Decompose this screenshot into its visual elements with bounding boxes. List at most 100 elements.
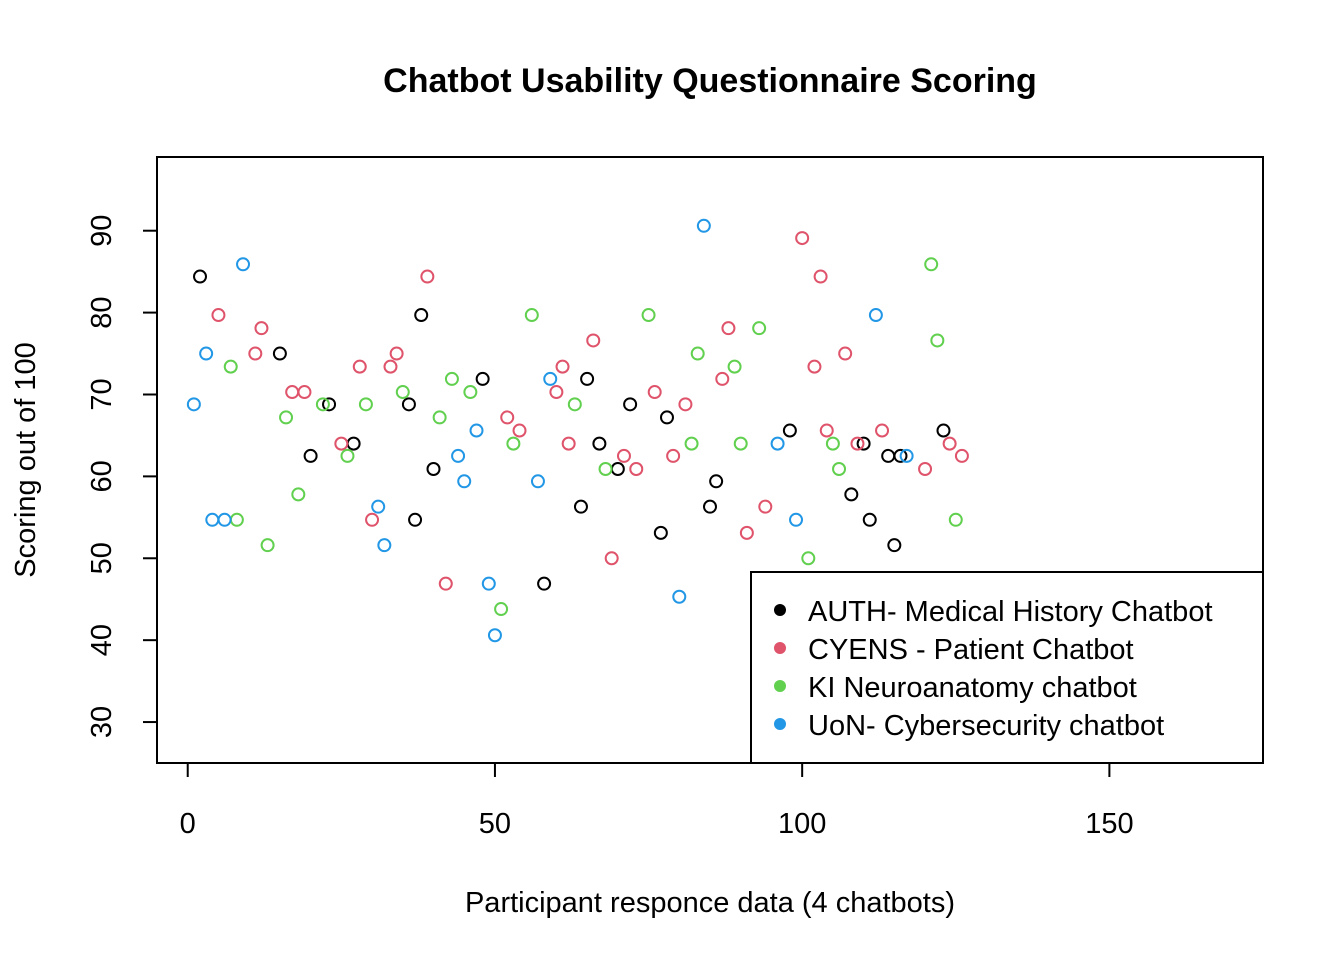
data-point — [881, 448, 896, 463]
data-point — [438, 576, 453, 591]
data-point — [358, 397, 373, 412]
y-tick-label: 40 — [86, 624, 118, 656]
data-point — [672, 589, 687, 604]
data-point — [444, 371, 459, 386]
x-axis: 0 50 100 150 — [180, 762, 1134, 840]
data-point — [684, 436, 699, 451]
data-point — [586, 333, 601, 348]
x-tick-label: 50 — [479, 808, 511, 840]
data-point — [948, 512, 963, 527]
x-axis-title: Participant responce data (4 chatbots) — [465, 887, 955, 919]
data-point — [666, 448, 681, 463]
data-point — [211, 308, 226, 323]
chart-title: Chatbot Usability Questionnaire Scoring — [383, 62, 1037, 100]
data-point — [199, 346, 214, 361]
data-point — [297, 385, 312, 400]
data-point — [223, 359, 238, 374]
data-point — [930, 333, 945, 348]
data-point — [678, 397, 693, 412]
data-point — [217, 512, 232, 527]
y-axis-title: Scoring out of 100 — [10, 342, 42, 577]
data-point — [561, 436, 576, 451]
legend-label: CYENS - Patient Chatbot — [808, 634, 1134, 666]
data-point — [377, 538, 392, 553]
data-point — [616, 448, 631, 463]
data-point — [401, 397, 416, 412]
data-point — [653, 525, 668, 540]
data-point — [844, 487, 859, 502]
data-point — [530, 474, 545, 489]
data-point — [733, 436, 748, 451]
data-point — [918, 462, 933, 477]
data-point — [739, 525, 754, 540]
data-point — [899, 448, 914, 463]
data-point — [770, 436, 785, 451]
data-point — [512, 423, 527, 438]
data-point — [272, 346, 287, 361]
legend-label: UoN- Cybersecurity chatbot — [808, 710, 1164, 742]
x-tick-label: 0 — [180, 808, 196, 840]
y-tick-label: 90 — [86, 215, 118, 247]
data-point — [426, 462, 441, 477]
data-point — [205, 512, 220, 527]
data-point — [807, 359, 822, 374]
data-point — [942, 436, 957, 451]
data-point — [893, 448, 908, 463]
data-point — [856, 436, 871, 451]
points-layer — [186, 218, 969, 643]
data-point — [389, 346, 404, 361]
data-point — [592, 436, 607, 451]
data-point — [469, 423, 484, 438]
data-point — [414, 308, 429, 323]
data-point — [709, 474, 724, 489]
data-point — [420, 269, 435, 284]
data-point — [819, 423, 834, 438]
data-point — [875, 423, 890, 438]
data-point — [279, 410, 294, 425]
data-point — [868, 308, 883, 323]
data-point — [813, 269, 828, 284]
data-point — [832, 462, 847, 477]
data-point — [322, 397, 337, 412]
legend-label: AUTH- Medical History Chatbot — [808, 596, 1213, 628]
data-point — [248, 346, 263, 361]
data-point — [236, 257, 251, 272]
data-point — [838, 346, 853, 361]
y-tick-label: 80 — [86, 296, 118, 328]
series-1 — [193, 269, 951, 591]
data-point — [549, 385, 564, 400]
data-point — [924, 257, 939, 272]
data-point — [758, 499, 773, 514]
data-point — [487, 628, 502, 643]
data-point — [340, 448, 355, 463]
y-tick-label: 50 — [86, 542, 118, 574]
data-point — [659, 410, 674, 425]
data-point — [365, 512, 380, 527]
data-point — [795, 231, 810, 246]
data-point — [825, 436, 840, 451]
data-point — [862, 512, 877, 527]
legend-marker — [774, 680, 786, 692]
legend: AUTH- Medical History Chatbot CYENS - Pat… — [750, 571, 1264, 764]
data-point — [641, 308, 656, 323]
data-point — [610, 462, 625, 477]
data-point — [303, 448, 318, 463]
data-point — [352, 359, 367, 374]
series-2 — [211, 231, 969, 591]
data-point — [555, 359, 570, 374]
data-point — [721, 321, 736, 336]
data-point — [285, 385, 300, 400]
data-point — [850, 436, 865, 451]
data-point — [573, 499, 588, 514]
data-point — [229, 512, 244, 527]
data-point — [193, 269, 208, 284]
data-point — [715, 371, 730, 386]
data-point — [537, 576, 552, 591]
data-point — [954, 448, 969, 463]
legend-marker — [774, 604, 786, 616]
data-point — [371, 499, 386, 514]
data-point — [408, 512, 423, 527]
data-point — [451, 448, 466, 463]
legend-marker — [774, 718, 786, 730]
